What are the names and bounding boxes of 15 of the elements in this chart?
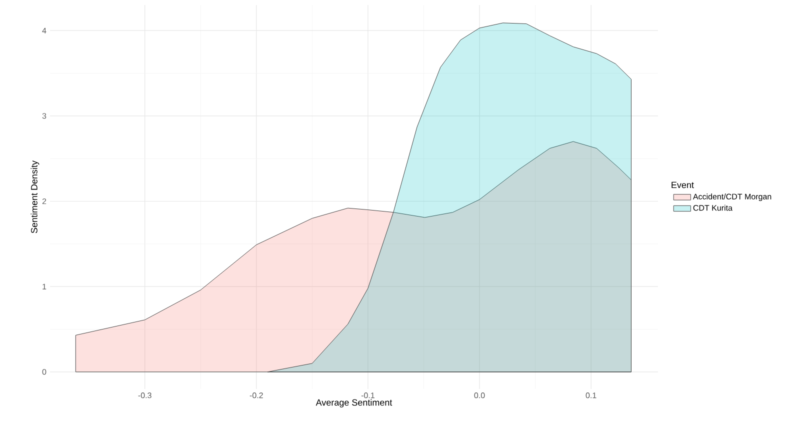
x-tick-label: 0.1 (586, 392, 596, 398)
x-tick-label: 0.0 (474, 392, 485, 398)
legend-label: CDT Kurita (693, 204, 732, 211)
x-axis-title: Average Sentiment (316, 399, 392, 408)
y-axis-title: Sentiment Density (30, 160, 40, 234)
x-tick-label: -0.2 (250, 392, 263, 398)
x-tick-label: -0.3 (138, 392, 152, 398)
legend-title: Event (672, 182, 694, 188)
legend-label: Accident/CDT Morgan (692, 194, 772, 201)
y-tick-label: 1 (42, 284, 46, 290)
y-tick-label: 3 (42, 113, 46, 119)
y-tick-label: 0 (42, 369, 46, 375)
y-tick-label: 4 (42, 28, 46, 34)
x-tick-label: -0.1 (361, 392, 374, 398)
y-tick-label: 2 (42, 198, 46, 204)
